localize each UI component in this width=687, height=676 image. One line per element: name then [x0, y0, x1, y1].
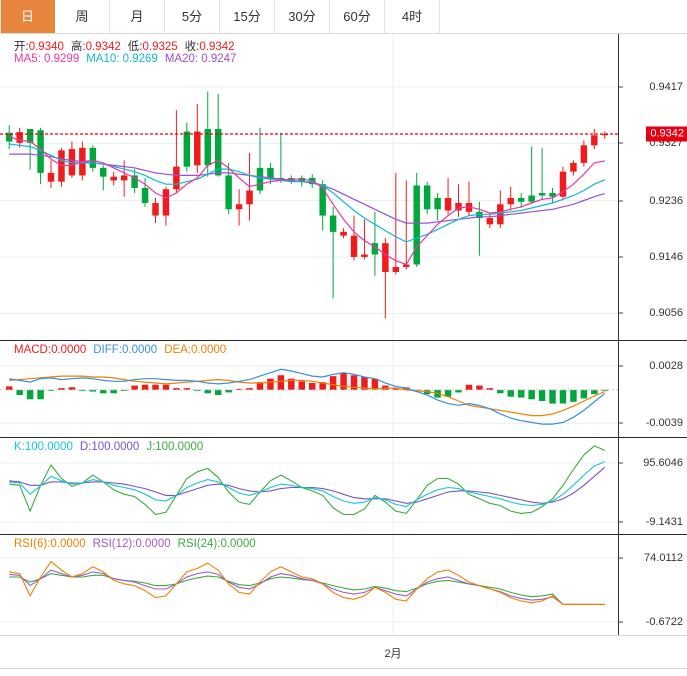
- tab-6[interactable]: 60分: [330, 0, 385, 33]
- panel-separator: [0, 437, 687, 438]
- kdj-axis: 95.6046 -9.1431: [618, 438, 687, 534]
- macd-axis: 0.0028 -0.0039: [618, 341, 687, 437]
- timeframe-tabbar: 日周月 5分 15分 30分 60分 4时: [0, 0, 687, 34]
- price-axis-label: 0.9056: [649, 307, 683, 320]
- tab-1[interactable]: 周: [55, 0, 110, 33]
- price-axis-label: 0.9417: [649, 80, 683, 93]
- price-axis-tick: [619, 86, 623, 88]
- tab-7[interactable]: 4时: [385, 0, 440, 33]
- price-plot[interactable]: [0, 34, 618, 340]
- price-axis-tick: [619, 142, 623, 144]
- kdj-axis-tick: [619, 462, 623, 464]
- rsi-axis-label: -0.6722: [645, 616, 683, 629]
- macd-axis-tick: [619, 422, 623, 424]
- tabbar-filler: [440, 0, 687, 33]
- macd-panel: MACD:0.0000 DIFF:0.0000 DEA:0.0000 0.0028-…: [0, 341, 687, 437]
- kdj-axis-label: -9.1431: [645, 515, 683, 528]
- macd-axis-tick: [619, 365, 623, 367]
- price-axis-label: 0.9236: [649, 194, 683, 207]
- price-axis: 0.9417 0.9327 0.9236 0.9146 0.9056 0.9342: [618, 34, 687, 340]
- rsi-axis-label: 74.0112: [644, 552, 683, 565]
- panel-separator: [0, 534, 687, 535]
- rsi-plot[interactable]: [0, 535, 618, 635]
- rsi-axis: 74.0112 -0.6722: [618, 535, 687, 635]
- rsi-axis-tick: [619, 621, 623, 623]
- tab-2[interactable]: 月: [110, 0, 165, 33]
- x-axis-label: 2月: [384, 648, 402, 660]
- rsi-panel: RSI(6):0.0000 RSI(12):0.0000 RSI(24):0.000…: [0, 535, 687, 635]
- tab-4[interactable]: 15分: [220, 0, 275, 33]
- kdj-axis-tick: [619, 521, 623, 523]
- price-axis-label: 0.9146: [649, 250, 683, 263]
- price-axis-tick: [619, 256, 623, 258]
- kdj-panel: K:100.0000 D:100.0000 J:100.0000 95.6046 -9…: [0, 438, 687, 534]
- macd-axis-label: 0.0028: [649, 359, 683, 372]
- price-axis-tick: [619, 200, 623, 201]
- macd-plot[interactable]: [0, 341, 618, 437]
- tab-0[interactable]: 日: [0, 0, 55, 33]
- macd-axis-label: -0.0039: [645, 417, 683, 430]
- rsi-axis-tick: [619, 557, 623, 559]
- x-axis: 2月: [0, 635, 687, 669]
- kdj-plot[interactable]: [0, 438, 618, 534]
- tab-5[interactable]: 30分: [275, 0, 330, 33]
- kdj-axis-label: 95.6046: [643, 456, 683, 469]
- price-axis-tick: [619, 312, 623, 314]
- panel-separator: [0, 340, 687, 341]
- current-price-tag: 0.9342: [646, 126, 687, 142]
- price-panel: 开:0.9340 高:0.9342 低:0.9325 收:0.9342 MA5: 0.…: [0, 34, 687, 340]
- tab-3[interactable]: 5分: [165, 0, 220, 33]
- chart-panels: 开:0.9340 高:0.9342 低:0.9325 收:0.9342 MA5: 0.…: [0, 34, 687, 676]
